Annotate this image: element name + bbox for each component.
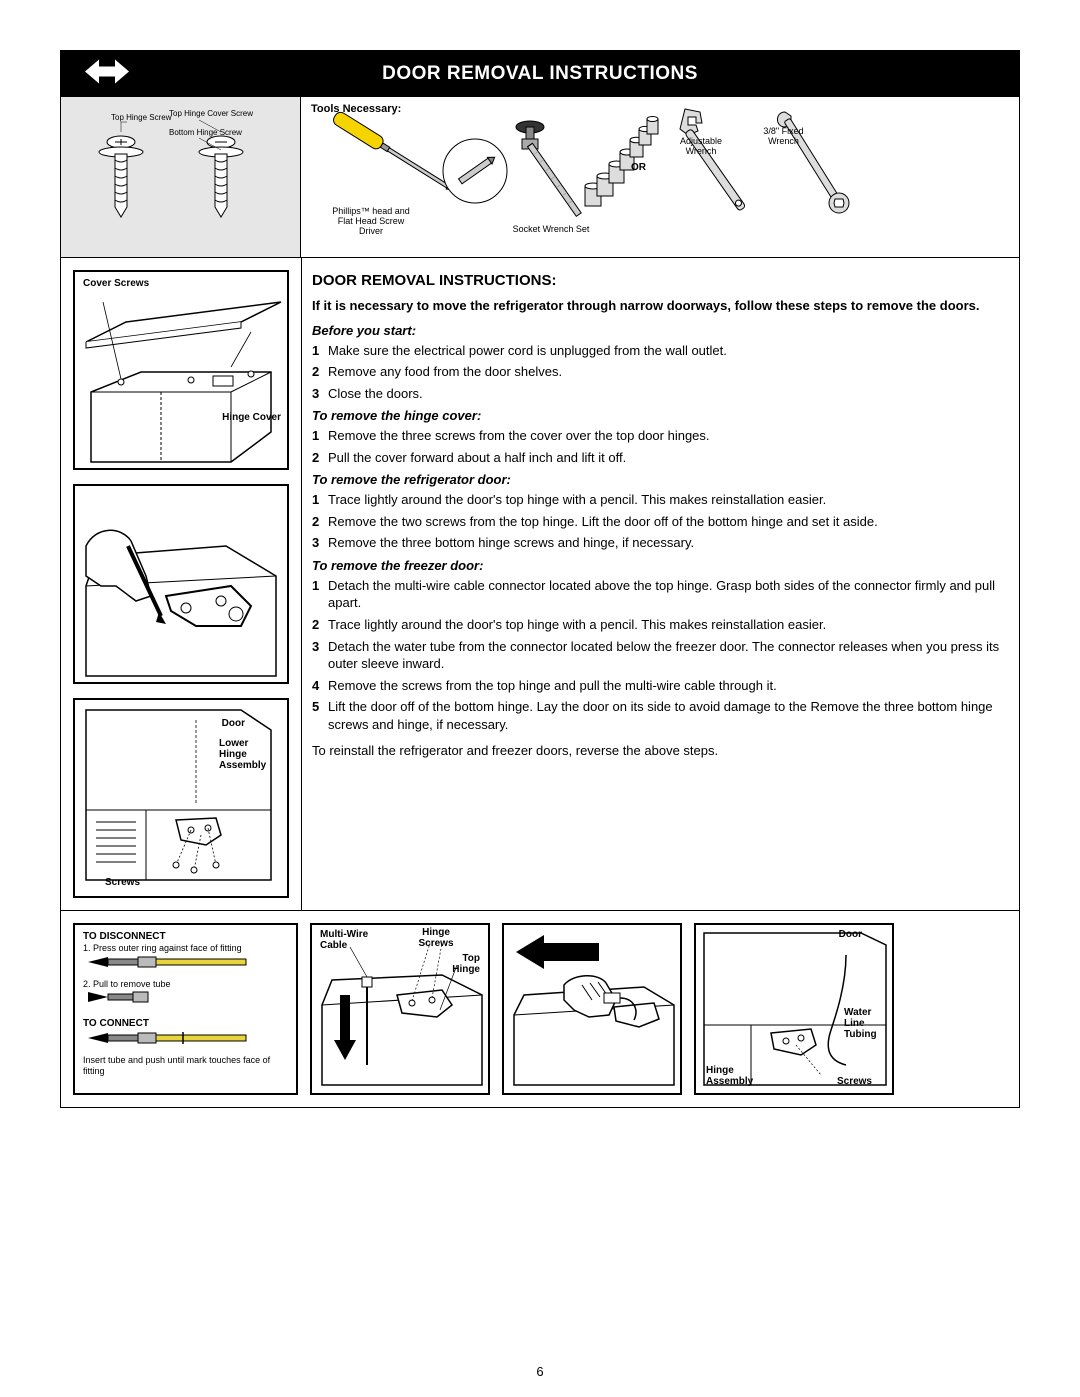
label-hinge-assembly: Hinge Assembly [706, 1065, 762, 1087]
or-label: OR [631, 162, 646, 173]
disconnect-text: 1. Press outer ring against face of fitt… [83, 943, 288, 954]
instructions-intro: If it is necessary to move the refrigera… [312, 297, 1001, 315]
step-item: Trace lightly around the door's top hing… [312, 491, 1001, 509]
step-item: Lift the door off of the bottom hinge. L… [312, 698, 1001, 733]
label-screws: Screws [837, 1076, 872, 1087]
diagram-tube-fitting: TO DISCONNECT 1. Press outer ring agains… [73, 923, 298, 1095]
step-item: Remove the three screws from the cover o… [312, 427, 1001, 445]
tools-panel: Tools Necessary: [301, 97, 1019, 257]
tool-label-4: 3/8" Fixed Wrench [756, 127, 811, 147]
label-water-line: Water Line Tubing [844, 1007, 886, 1040]
step-item: Make sure the electrical power cord is u… [312, 342, 1001, 360]
label-cable: Multi-Wire Cable [320, 929, 370, 951]
connect-title: TO CONNECT [83, 1018, 288, 1030]
screw-label-2: Top Hinge Cover Screw [169, 110, 253, 119]
label-top-hinge: Top Hinge [444, 953, 480, 975]
label-cover-screws: Cover Screws [83, 278, 149, 289]
disconnect-title: TO DISCONNECT [83, 931, 288, 943]
step-item: Remove the two screws from the top hinge… [312, 513, 1001, 531]
bottom-diagrams-row: TO DISCONNECT 1. Press outer ring agains… [61, 910, 1019, 1107]
steps-list: Detach the multi-wire cable connector lo… [312, 577, 1001, 733]
steps-list: Make sure the electrical power cord is u… [312, 342, 1001, 403]
label-door: Door [222, 718, 245, 729]
step-item: Detach the water tube from the connector… [312, 638, 1001, 673]
connect-text: Insert tube and push until mark touches … [83, 1055, 288, 1077]
instructions-title: DOOR REMOVAL INSTRUCTIONS: [312, 272, 1001, 289]
step-item: Detach the multi-wire cable connector lo… [312, 577, 1001, 612]
section-heading: To remove the refrigerator door: [312, 472, 1001, 487]
left-diagrams-column: Cover Screws Hinge Cover [61, 258, 301, 910]
section-heading: Before you start: [312, 323, 1001, 338]
screw-label-1: Top Hinge Screw [111, 114, 171, 123]
reinstall-note: To reinstall the refrigerator and freeze… [312, 743, 1001, 758]
diagram-lower-hinge: Door Lower Hinge Assembly Screws [73, 698, 289, 898]
top-section: Top Hinge Screw Top Hinge Cover Screw Bo… [61, 97, 1019, 258]
step-item: Remove the screws from the top hinge and… [312, 677, 1001, 695]
content-row: Cover Screws Hinge Cover [61, 258, 1019, 910]
tool-label-2: Socket Wrench Set [511, 225, 591, 235]
diagram-pull-connector [502, 923, 682, 1095]
label-lower-hinge: Lower Hinge Assembly [219, 738, 277, 771]
tool-label-3: Adjustable Wrench [671, 137, 731, 157]
screws-panel: Top Hinge Screw Top Hinge Cover Screw Bo… [61, 97, 301, 257]
step-item: Remove the three bottom hinge screws and… [312, 534, 1001, 552]
diagram-water-line: Door Water Line Tubing Hinge Assembly Sc… [694, 923, 894, 1095]
instructions-column: DOOR REMOVAL INSTRUCTIONS: If it is nece… [301, 258, 1019, 910]
steps-list: Remove the three screws from the cover o… [312, 427, 1001, 466]
step-item: Pull the cover forward about a half inch… [312, 449, 1001, 467]
section-heading: To remove the hinge cover: [312, 408, 1001, 423]
tool-label-1: Phillips™ head and Flat Head Screw Drive… [331, 207, 411, 237]
label-door: Door [839, 929, 862, 940]
screw-label-3: Bottom Hinge Screw [169, 129, 242, 138]
diagram-top-hinge-cable: Multi-Wire Cable Hinge Screws Top Hinge [310, 923, 490, 1095]
step-item: Close the doors. [312, 385, 1001, 403]
step-item: Remove any food from the door shelves. [312, 363, 1001, 381]
page-title: DOOR REMOVAL INSTRUCTIONS [382, 63, 698, 85]
label-hinge-cover: Hinge Cover [222, 412, 281, 423]
steps-list: Trace lightly around the door's top hing… [312, 491, 1001, 552]
double-arrow-icon [85, 57, 129, 92]
label-hinge-screws: Hinge Screws [414, 927, 458, 949]
diagram-pencil-trace [73, 484, 289, 684]
page-number: 6 [536, 1364, 543, 1379]
step-item: Trace lightly around the door's top hing… [312, 616, 1001, 634]
label-screws: Screws [105, 877, 140, 888]
header-bar: DOOR REMOVAL INSTRUCTIONS [61, 51, 1019, 97]
section-heading: To remove the freezer door: [312, 558, 1001, 573]
disconnect-text2: 2. Pull to remove tube [83, 979, 288, 990]
diagram-hinge-cover: Cover Screws Hinge Cover [73, 270, 289, 470]
